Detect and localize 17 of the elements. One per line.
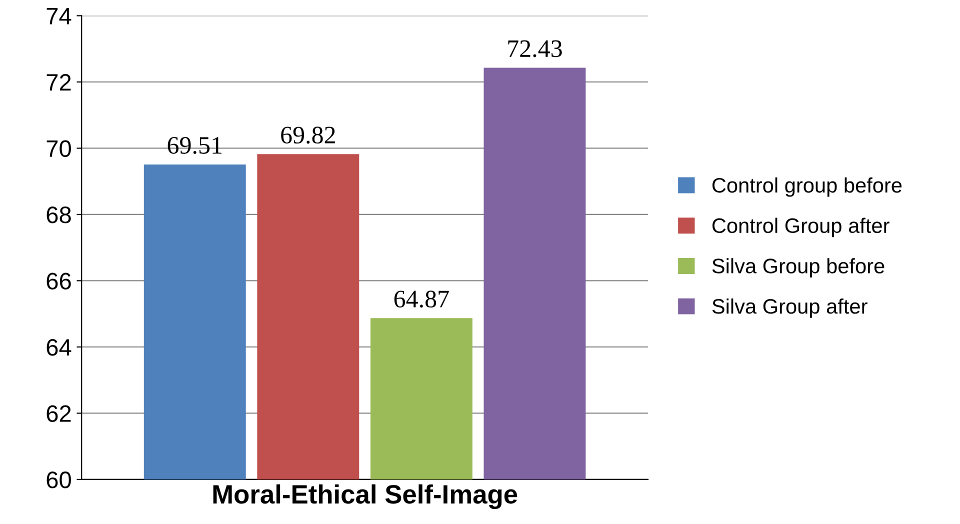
y-tick-label: 74	[46, 8, 72, 24]
data-label: 69.51	[168, 137, 222, 154]
legend-label: Silva Group before	[712, 258, 884, 278]
data-label: 72.43	[508, 40, 562, 58]
y-tick-label: 64	[46, 339, 72, 356]
y-tick-label: 60	[46, 472, 71, 488]
legend-label: Silva Group after	[712, 298, 868, 318]
y-tick-label: 66	[46, 272, 71, 290]
y-tick-label: 72	[46, 74, 71, 91]
y-tick-label: 70	[46, 140, 71, 158]
y-tick-label: 62	[46, 405, 71, 422]
y-tick-label: 68	[46, 206, 71, 224]
legend-label: Control Group after	[712, 218, 890, 238]
legend-label: Control group before	[712, 177, 902, 197]
data-label: 64.87	[394, 290, 449, 308]
x-tick-label: Moral-Ethical Self-Image	[213, 484, 518, 510]
data-label: 69.82	[281, 126, 335, 144]
